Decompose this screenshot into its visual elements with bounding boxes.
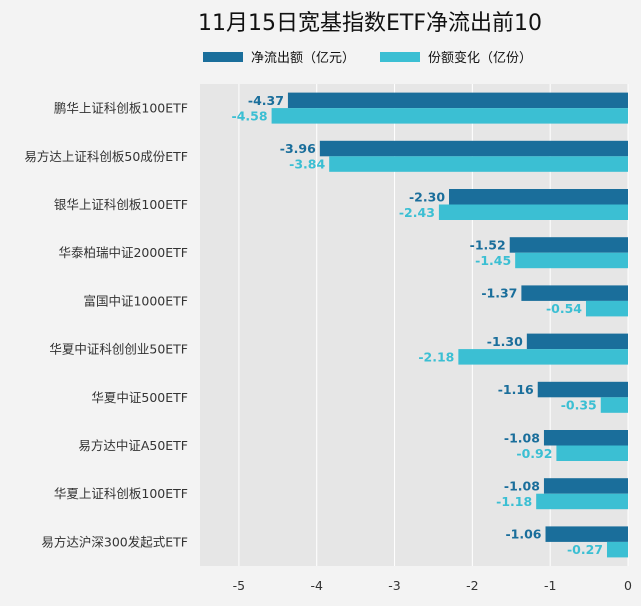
value-label-share-change: -4.58 bbox=[232, 108, 268, 123]
value-label-net-outflow: -1.37 bbox=[481, 286, 517, 301]
legend-label-share-change: 份额变化（亿份） bbox=[428, 50, 532, 66]
bar-share-change bbox=[458, 349, 628, 365]
legend-swatch-net-outflow bbox=[203, 52, 243, 62]
bar-share-change bbox=[329, 156, 628, 172]
legend-swatch-share-change bbox=[380, 52, 420, 62]
value-label-share-change: -0.27 bbox=[567, 542, 603, 557]
x-tick-label: -5 bbox=[233, 578, 245, 593]
x-tick-label: -1 bbox=[544, 578, 556, 593]
value-label-net-outflow: -1.30 bbox=[487, 334, 523, 349]
bar-share-change bbox=[606, 541, 628, 558]
value-label-share-change: -0.35 bbox=[561, 398, 597, 413]
value-label-share-change: -2.18 bbox=[418, 349, 454, 364]
bar-share-change bbox=[515, 252, 628, 269]
bar-share-change bbox=[585, 300, 628, 317]
value-labels: -4.37-4.58 -3.96-3.84 -2.30-2.43 -1.52-1.45… bbox=[232, 93, 603, 557]
category-label: 易方达沪深300发起式ETF bbox=[41, 534, 188, 549]
bar-net-outflow bbox=[287, 92, 628, 109]
value-label-share-change: -0.92 bbox=[516, 446, 552, 461]
x-tick-labels: -5 -4 -3 -2 -1 0 bbox=[233, 578, 632, 593]
bar-share-change bbox=[438, 204, 628, 220]
category-label: 富国中证1000ETF bbox=[83, 293, 188, 308]
x-tick-label: -3 bbox=[388, 578, 400, 593]
x-tick-label: -2 bbox=[466, 578, 478, 593]
value-label-net-outflow: -1.08 bbox=[504, 478, 540, 493]
bar-net-outflow bbox=[526, 333, 628, 350]
category-label: 华夏上证科创板100ETF bbox=[54, 486, 188, 501]
x-tick-label: 0 bbox=[624, 578, 632, 593]
bar-share-change bbox=[600, 397, 628, 413]
category-label: 银华上证科创板100ETF bbox=[54, 197, 188, 212]
value-label-share-change: -2.43 bbox=[399, 205, 435, 220]
bar-net-outflow bbox=[543, 430, 628, 446]
value-label-net-outflow: -3.96 bbox=[280, 141, 316, 156]
value-label-share-change: -1.18 bbox=[496, 494, 532, 509]
chart-title: 11月15日宽基指数ETF净流出前10 bbox=[198, 11, 542, 36]
category-label: 易方达中证A50ETF bbox=[78, 438, 188, 453]
bar-net-outflow bbox=[449, 189, 628, 205]
bar-net-outflow bbox=[521, 285, 628, 301]
bar-net-outflow bbox=[545, 526, 628, 542]
bar-net-outflow bbox=[319, 140, 628, 157]
value-label-share-change: -0.54 bbox=[546, 301, 582, 316]
category-label: 易方达上证科创板50成份ETF bbox=[24, 149, 188, 164]
legend-label-net-outflow: 净流出额（亿元） bbox=[251, 51, 355, 66]
category-label: 华夏中证科创创业50ETF bbox=[49, 342, 188, 357]
value-label-net-outflow: -1.08 bbox=[504, 430, 540, 445]
category-label: 华夏中证500ETF bbox=[91, 390, 188, 405]
bar-net-outflow bbox=[537, 381, 628, 398]
bar-net-outflow bbox=[509, 237, 628, 253]
category-labels: 鹏华上证科创板100ETF 易方达上证科创板50成份ETF 银华上证科创板100ET… bbox=[24, 101, 188, 550]
bar-share-change bbox=[271, 108, 628, 124]
value-label-net-outflow: -2.30 bbox=[409, 189, 445, 204]
bars bbox=[271, 92, 628, 558]
bar-net-outflow bbox=[543, 478, 628, 494]
value-label-net-outflow: -1.16 bbox=[498, 382, 534, 397]
value-label-net-outflow: -1.06 bbox=[505, 527, 541, 542]
legend: 净流出额（亿元） 份额变化（亿份） bbox=[203, 50, 532, 66]
category-label: 华泰柏瑞中证2000ETF bbox=[58, 245, 188, 260]
value-label-net-outflow: -4.37 bbox=[248, 93, 284, 108]
value-label-share-change: -1.45 bbox=[475, 253, 511, 268]
value-label-net-outflow: -1.52 bbox=[470, 237, 506, 252]
bar-share-change bbox=[536, 493, 628, 510]
category-label: 鹏华上证科创板100ETF bbox=[54, 101, 188, 116]
value-label-share-change: -3.84 bbox=[289, 157, 325, 172]
x-tick-label: -4 bbox=[310, 578, 323, 593]
bar-share-change bbox=[556, 445, 628, 461]
